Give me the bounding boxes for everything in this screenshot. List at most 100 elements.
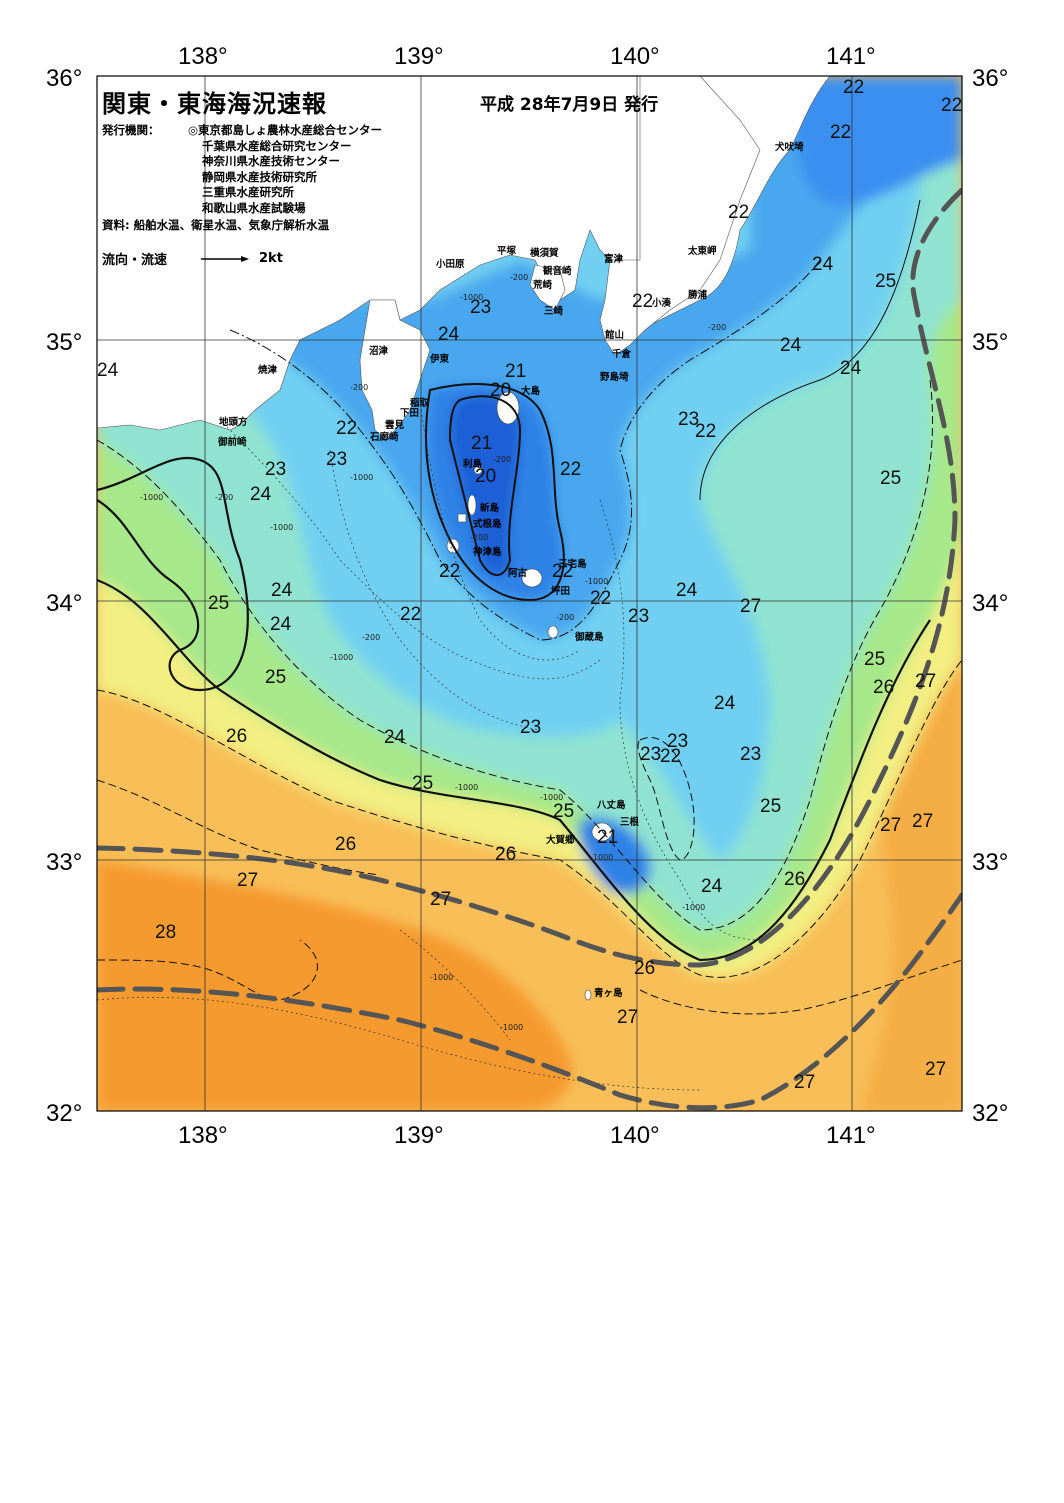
place-label: 野島埼	[600, 371, 629, 383]
temp-label: 24	[270, 614, 292, 635]
temp-label: 24	[840, 358, 862, 379]
isotherms	[97, 199, 962, 1015]
depth-label: -200	[362, 633, 380, 642]
longitude-labels-top: 138° 139° 140° 141°	[178, 43, 876, 70]
temp-label: 21	[505, 361, 526, 382]
arrow-right-icon	[201, 255, 250, 262]
temp-label: 25	[875, 271, 896, 292]
temp-label: 22	[552, 561, 573, 582]
latitude-labels-left: 36° 35° 34° 33° 32°	[46, 65, 82, 1127]
place-label: 焼津	[258, 364, 278, 376]
temp-label: 23	[470, 297, 491, 318]
sea-28-zone	[97, 860, 573, 1111]
temp-label: 23	[740, 744, 761, 765]
depth-label: -1000	[140, 493, 163, 502]
place-label: 三宅島	[558, 558, 587, 570]
issuer-item: 千葉県水産総合研究センター	[202, 138, 352, 153]
place-label: 犬吠埼	[774, 141, 804, 153]
place-label: 千倉	[612, 348, 632, 360]
depth-label: -1000	[430, 973, 453, 982]
temp-label: 25	[265, 667, 286, 688]
place-label: 大島	[521, 385, 541, 397]
temp-label: 21	[597, 827, 618, 848]
lon-label: 141°	[826, 43, 876, 70]
place-label: 大賀郷	[546, 834, 575, 846]
temp-label: 24	[250, 484, 272, 505]
place-name-labels: 犬吠埼 太東岬 勝浦 小湊 館山 千倉 野島埼 富津 観音崎 横須賀 平塚 小田…	[217, 141, 804, 999]
temp-label: 23	[265, 459, 286, 480]
place-label: 三根	[620, 816, 640, 828]
lon-label: 140°	[610, 1122, 660, 1149]
place-label: 雲見	[385, 419, 405, 431]
lat-label: 34°	[46, 590, 82, 617]
place-label: 下田	[400, 408, 419, 419]
issuer-item: 神奈川県水産技術センター	[202, 154, 340, 168]
place-label: 利島	[462, 458, 483, 470]
temp-label: 26	[226, 726, 247, 747]
lon-label: 140°	[610, 43, 660, 70]
place-label: 御蔵島	[574, 631, 604, 643]
lat-label: 33°	[46, 849, 82, 876]
lat-label: 33°	[972, 849, 1008, 876]
place-label: 荒崎	[532, 279, 553, 291]
temp-label: 23	[628, 606, 649, 627]
place-label: 館山	[604, 329, 624, 341]
bathymetry-contours	[97, 399, 761, 1091]
temp-label: 24	[271, 580, 293, 601]
temp-label: 25	[208, 593, 229, 614]
lat-label: 32°	[972, 1100, 1008, 1127]
map-info-panel: 関東・東海海況速報 平成 28年7月9日 発行 発行機関： ◎東京都島しょ農林水…	[102, 84, 822, 268]
temp-label: 27	[740, 596, 761, 617]
temp-label: 27	[912, 811, 933, 832]
temp-label: 24	[701, 876, 723, 897]
temp-label: 27	[617, 1007, 638, 1028]
sea-20	[450, 396, 520, 575]
place-label: 三崎	[544, 305, 564, 317]
depth-label: -200	[510, 273, 528, 282]
place-label: 坪田	[551, 585, 570, 597]
temp-label: 26	[873, 677, 894, 698]
place-label: 小湊	[651, 297, 672, 309]
temp-label: 24	[384, 727, 406, 748]
lat-label: 35°	[46, 329, 82, 356]
miyakejima-island	[521, 568, 543, 588]
place-label: 八丈島	[596, 799, 626, 811]
temp-label: 22	[439, 561, 460, 582]
aogashima-island	[584, 989, 592, 1001]
temp-label: 24	[676, 580, 698, 601]
place-label: 沼津	[369, 345, 389, 357]
temp-label: 22	[632, 291, 653, 312]
depth-label: -1000	[270, 523, 293, 532]
temp-label: 23	[640, 744, 661, 765]
depth-label: -1000	[590, 853, 613, 862]
temp-label: 26	[495, 844, 516, 865]
depth-label: -1000	[540, 793, 563, 802]
temp-label: 22	[695, 421, 716, 442]
lat-label: 35°	[972, 329, 1008, 356]
temp-label: 23	[678, 409, 699, 430]
temp-label: 26	[335, 834, 356, 855]
longitude-labels-bottom: 138° 139° 140° 141°	[178, 1122, 876, 1149]
issue-date: 平成 28年7月9日 発行	[480, 95, 659, 115]
depth-label: -200	[493, 455, 511, 464]
issuer-item: 三重県水産研究所	[202, 185, 294, 199]
lon-label: 138°	[178, 43, 228, 70]
place-label: 青ヶ島	[594, 987, 623, 999]
toshima-island	[473, 465, 483, 475]
temp-label: 24	[97, 360, 119, 381]
depth-label: -1000	[350, 473, 373, 482]
place-label: 地頭方	[219, 416, 248, 428]
temp-label: 27	[237, 870, 258, 891]
niijima-island	[467, 494, 477, 516]
depth-label: -1000	[500, 1023, 523, 1032]
depth-label: -1000	[330, 653, 353, 662]
temp-label: 25	[553, 801, 574, 822]
temp-label: 23	[520, 717, 541, 738]
temp-label: 20	[490, 380, 511, 401]
depth-labels: -200 -200 -200 -200 -200 -200 -1000 -100…	[140, 273, 726, 1032]
place-label: 太東岬	[688, 245, 717, 257]
lon-label: 141°	[826, 1122, 876, 1149]
depth-label: -200	[350, 383, 368, 392]
depth-label: -200	[470, 533, 488, 542]
